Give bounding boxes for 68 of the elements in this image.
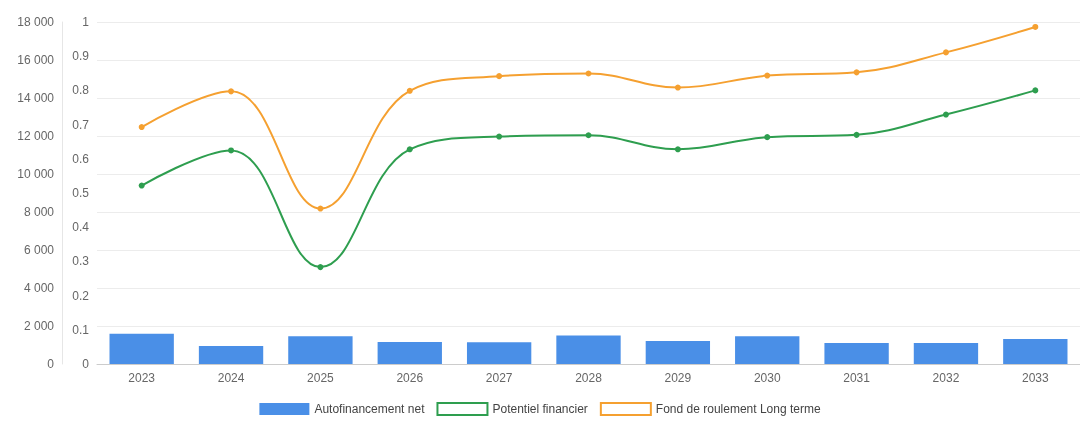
- y2-tick-label: 1: [82, 15, 90, 29]
- x-tick-label: 2028: [575, 371, 603, 385]
- bar: [377, 341, 442, 364]
- y2-tick-label: 0.2: [72, 288, 90, 303]
- y2-tick-label: 0: [82, 357, 90, 371]
- point: [853, 69, 860, 76]
- point: [853, 131, 860, 138]
- point: [406, 146, 413, 153]
- point: [942, 111, 949, 118]
- point: [138, 124, 145, 131]
- y-tick-label: 16 000: [17, 53, 55, 67]
- y-tick-label: 2 000: [23, 319, 55, 333]
- x-tick-label: 2027: [485, 371, 513, 385]
- point: [138, 182, 145, 189]
- legend-label: Fond de roulement Long terme: [655, 402, 821, 416]
- legend-label: Potentiel financier: [492, 402, 588, 416]
- x-tick-label: 2030: [753, 371, 781, 385]
- point: [674, 146, 681, 153]
- point: [764, 72, 771, 79]
- point: [228, 88, 235, 95]
- y2-tick-label: 0.9: [72, 49, 90, 64]
- point: [406, 87, 413, 94]
- point: [942, 49, 949, 56]
- x-tick-label: 2023: [128, 371, 156, 385]
- x-tick-label: 2033: [1021, 371, 1049, 385]
- y-tick-label: 12 000: [17, 129, 55, 143]
- bar: [1003, 339, 1068, 364]
- x-tick-label: 2032: [932, 371, 960, 385]
- bar: [824, 343, 889, 364]
- bar: [466, 342, 532, 364]
- y-tick-label: 18 000: [17, 15, 55, 29]
- y-tick-label: 14 000: [17, 91, 55, 105]
- x-tick-label: 2026: [396, 371, 424, 385]
- y2-tick-label: 0.3: [72, 254, 90, 269]
- y-tick-label: 8 000: [23, 205, 55, 219]
- bar: [288, 336, 353, 364]
- point: [585, 70, 592, 77]
- legend-label: Autofinancement net: [314, 402, 426, 416]
- bar: [735, 336, 800, 364]
- point: [674, 84, 681, 91]
- point: [496, 133, 503, 140]
- x-tick-label: 2031: [843, 371, 871, 385]
- y-tick-label: 6 000: [23, 243, 55, 257]
- bar: [198, 345, 264, 364]
- y2-tick-label: 0.8: [72, 83, 90, 98]
- y2-tick-label: 0.4: [72, 220, 90, 235]
- bar: [109, 333, 174, 364]
- x-tick-label: 2024: [217, 371, 245, 385]
- y2-tick-label: 0.7: [72, 117, 90, 132]
- y-tick-label: 0: [47, 357, 55, 371]
- y-tick-label: 10 000: [17, 167, 55, 181]
- y-tick-label: 4 000: [23, 281, 55, 295]
- x-tick-label: 2025: [307, 371, 335, 385]
- x-tick-label: 2029: [664, 371, 692, 385]
- bar: [556, 335, 621, 364]
- point: [764, 134, 771, 141]
- point: [317, 205, 324, 212]
- point: [228, 147, 235, 154]
- point: [1032, 87, 1039, 94]
- y2-tick-label: 0.5: [72, 186, 90, 200]
- point: [585, 132, 592, 139]
- y2-tick-label: 0.6: [72, 151, 90, 166]
- point: [496, 73, 503, 80]
- bar: [645, 341, 711, 364]
- bar: [913, 343, 979, 364]
- point: [1032, 23, 1039, 30]
- point: [317, 264, 324, 271]
- y2-tick-label: 0.1: [72, 322, 90, 337]
